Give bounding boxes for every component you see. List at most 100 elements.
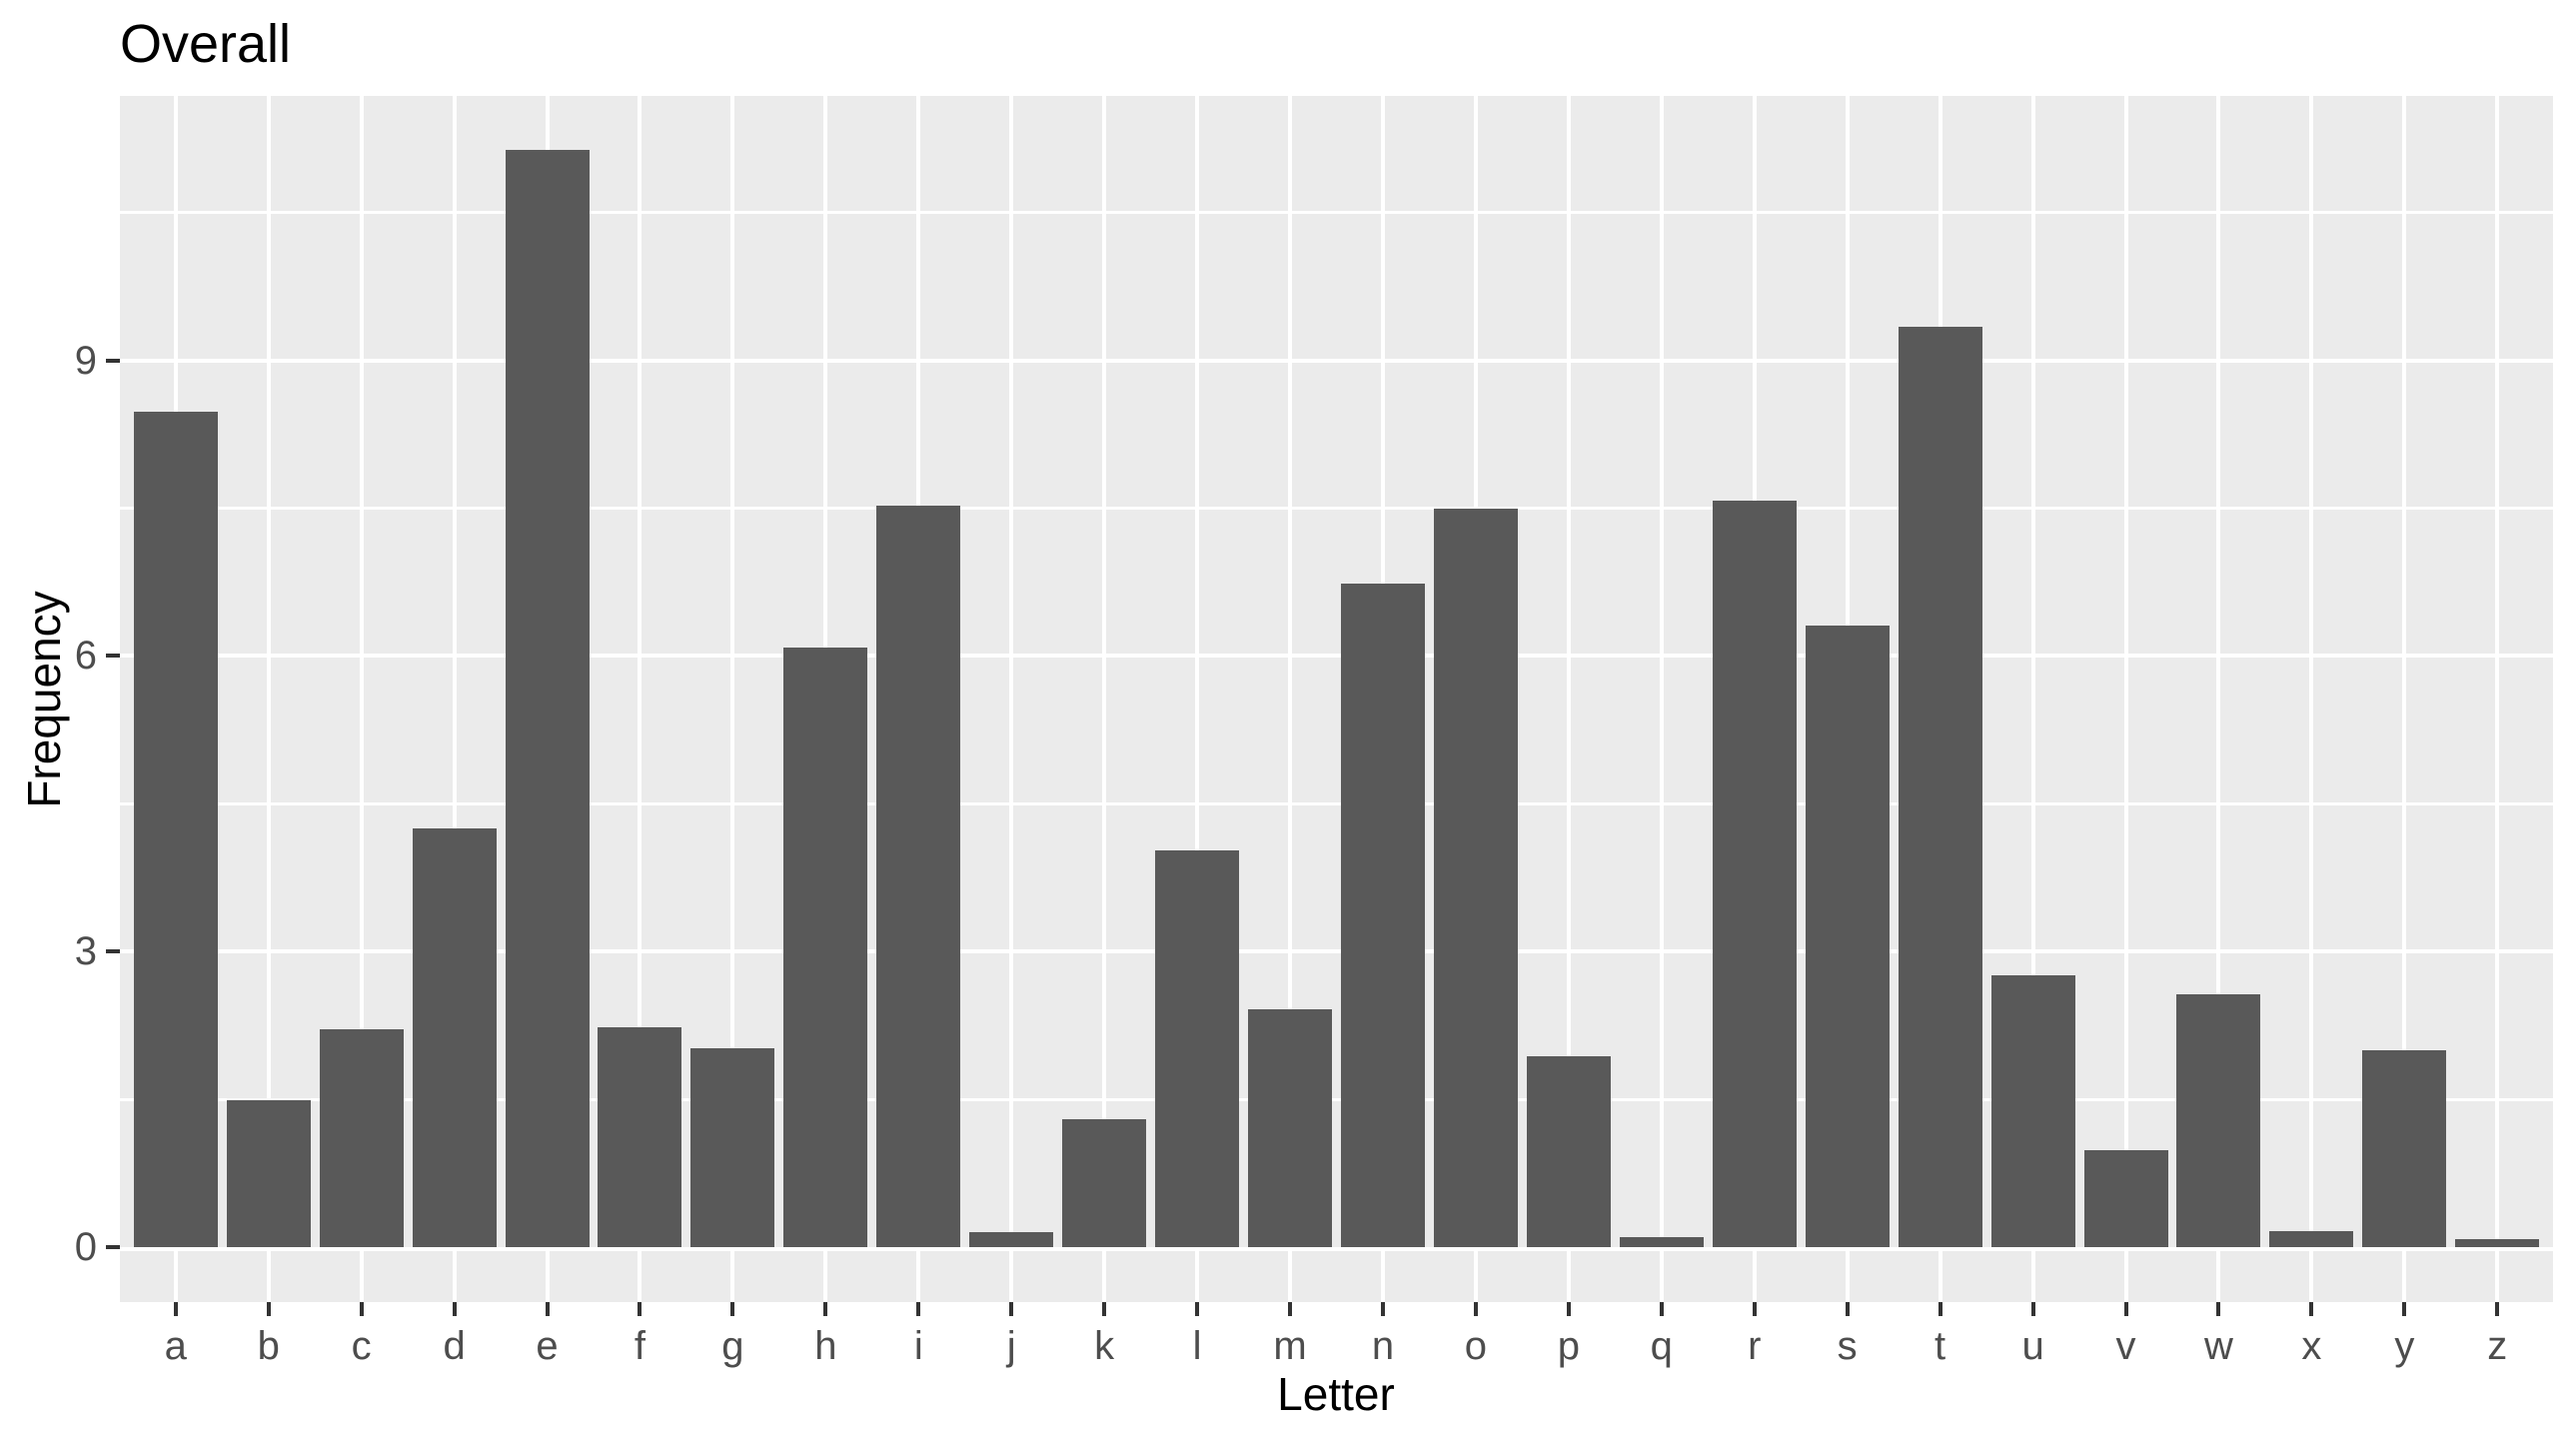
- v-gridline-k: [1102, 96, 1107, 1302]
- bar-k: [1062, 1119, 1147, 1247]
- x-tick-label-t: t: [1934, 1324, 1946, 1368]
- x-tick-mark-j: [1009, 1302, 1014, 1316]
- bar-h: [783, 648, 868, 1247]
- x-tick-mark-k: [1102, 1302, 1107, 1316]
- v-gridline-m: [1288, 96, 1293, 1302]
- h-major-gridline-0: [120, 1247, 2553, 1251]
- bar-m: [1248, 1009, 1333, 1247]
- x-tick-label-r: r: [1748, 1324, 1762, 1368]
- x-tick-mark-v: [2123, 1302, 2128, 1316]
- x-tick-label-l: l: [1192, 1324, 1202, 1368]
- v-gridline-u: [2030, 96, 2035, 1302]
- v-gridline-l: [1195, 96, 1200, 1302]
- bar-j: [969, 1232, 1054, 1247]
- x-tick-mark-n: [1380, 1302, 1385, 1316]
- bar-y: [2362, 1050, 2447, 1247]
- x-tick-mark-i: [916, 1302, 921, 1316]
- x-tick-mark-p: [1566, 1302, 1571, 1316]
- x-tick-mark-c: [359, 1302, 364, 1316]
- v-gridline-z: [2495, 96, 2500, 1302]
- x-tick-mark-f: [638, 1302, 643, 1316]
- plot-title: Overall: [120, 14, 292, 74]
- y-axis-title: Frequency: [18, 591, 70, 808]
- v-gridline-x: [2309, 96, 2314, 1302]
- x-tick-label-c: c: [351, 1324, 372, 1368]
- bar-o: [1433, 509, 1518, 1247]
- x-tick-mark-a: [173, 1302, 178, 1316]
- bar-d: [412, 828, 497, 1247]
- x-tick-label-w: w: [2203, 1324, 2233, 1368]
- bar-g: [690, 1048, 775, 1247]
- x-tick-label-d: d: [443, 1324, 466, 1368]
- x-tick-label-g: g: [721, 1324, 744, 1368]
- bar-i: [876, 506, 961, 1247]
- h-minor-gridline-1.5: [120, 1097, 2553, 1101]
- v-gridline-p: [1566, 96, 1571, 1302]
- x-axis-title: Letter: [1277, 1368, 1395, 1420]
- x-tick-mark-h: [823, 1302, 828, 1316]
- x-tick-label-u: u: [2021, 1324, 2044, 1368]
- x-tick-mark-o: [1473, 1302, 1478, 1316]
- x-tick-mark-w: [2216, 1302, 2221, 1316]
- x-tick-mark-x: [2309, 1302, 2314, 1316]
- x-tick-mark-t: [1937, 1302, 1942, 1316]
- x-tick-mark-u: [2030, 1302, 2035, 1316]
- v-gridline-c: [359, 96, 364, 1302]
- bar-t: [1898, 327, 1982, 1247]
- x-tick-label-h: h: [814, 1324, 837, 1368]
- x-tick-mark-d: [452, 1302, 457, 1316]
- bar-w: [2176, 994, 2261, 1247]
- bar-e: [505, 150, 590, 1247]
- x-tick-mark-r: [1752, 1302, 1757, 1316]
- x-tick-mark-s: [1845, 1302, 1850, 1316]
- h-minor-gridline-7.5: [120, 507, 2553, 510]
- x-tick-label-n: n: [1371, 1324, 1395, 1368]
- x-tick-mark-q: [1659, 1302, 1664, 1316]
- x-tick-label-p: p: [1557, 1324, 1580, 1368]
- y-tick-label-6: 6: [74, 634, 97, 679]
- x-tick-label-y: y: [2394, 1324, 2415, 1368]
- x-tick-label-b: b: [257, 1324, 280, 1368]
- bar-v: [2083, 1150, 2168, 1247]
- x-tick-label-v: v: [2115, 1324, 2136, 1368]
- bar-z: [2455, 1239, 2540, 1247]
- y-tick-mark-9: [106, 358, 120, 363]
- y-tick-label-3: 3: [74, 929, 97, 974]
- x-tick-label-e: e: [536, 1324, 559, 1368]
- v-gridline-f: [638, 96, 643, 1302]
- v-gridline-q: [1659, 96, 1664, 1302]
- h-major-gridline-6: [120, 654, 2553, 659]
- x-tick-label-j: j: [1006, 1324, 1016, 1368]
- plot-panel: [120, 96, 2553, 1302]
- bar-p: [1526, 1056, 1611, 1247]
- bar-b: [226, 1100, 311, 1247]
- x-tick-label-z: z: [2487, 1324, 2508, 1368]
- v-gridline-g: [730, 96, 735, 1302]
- v-gridline-j: [1009, 96, 1014, 1302]
- bar-q: [1619, 1237, 1704, 1247]
- x-tick-label-k: k: [1094, 1324, 1115, 1368]
- x-tick-label-s: s: [1837, 1324, 1858, 1368]
- bar-r: [1712, 501, 1797, 1247]
- x-tick-label-m: m: [1273, 1324, 1307, 1368]
- x-tick-mark-y: [2402, 1302, 2407, 1316]
- x-tick-mark-z: [2495, 1302, 2500, 1316]
- y-tick-mark-6: [106, 654, 120, 659]
- bar-u: [1990, 975, 2075, 1247]
- bar-l: [1155, 850, 1240, 1247]
- v-gridline-d: [452, 96, 457, 1302]
- x-tick-label-q: q: [1650, 1324, 1673, 1368]
- h-minor-gridline-10.5: [120, 211, 2553, 215]
- y-tick-label-0: 0: [74, 1225, 97, 1269]
- x-tick-mark-m: [1288, 1302, 1293, 1316]
- y-tick-mark-3: [106, 949, 120, 954]
- h-major-gridline-3: [120, 949, 2553, 954]
- x-tick-mark-b: [266, 1302, 271, 1316]
- x-tick-label-o: o: [1464, 1324, 1488, 1368]
- bar-s: [1805, 626, 1890, 1247]
- bar-x: [2269, 1231, 2354, 1247]
- h-minor-gridline-4.5: [120, 801, 2553, 805]
- bar-f: [598, 1027, 682, 1247]
- x-tick-label-i: i: [913, 1324, 923, 1368]
- v-gridline-v: [2123, 96, 2128, 1302]
